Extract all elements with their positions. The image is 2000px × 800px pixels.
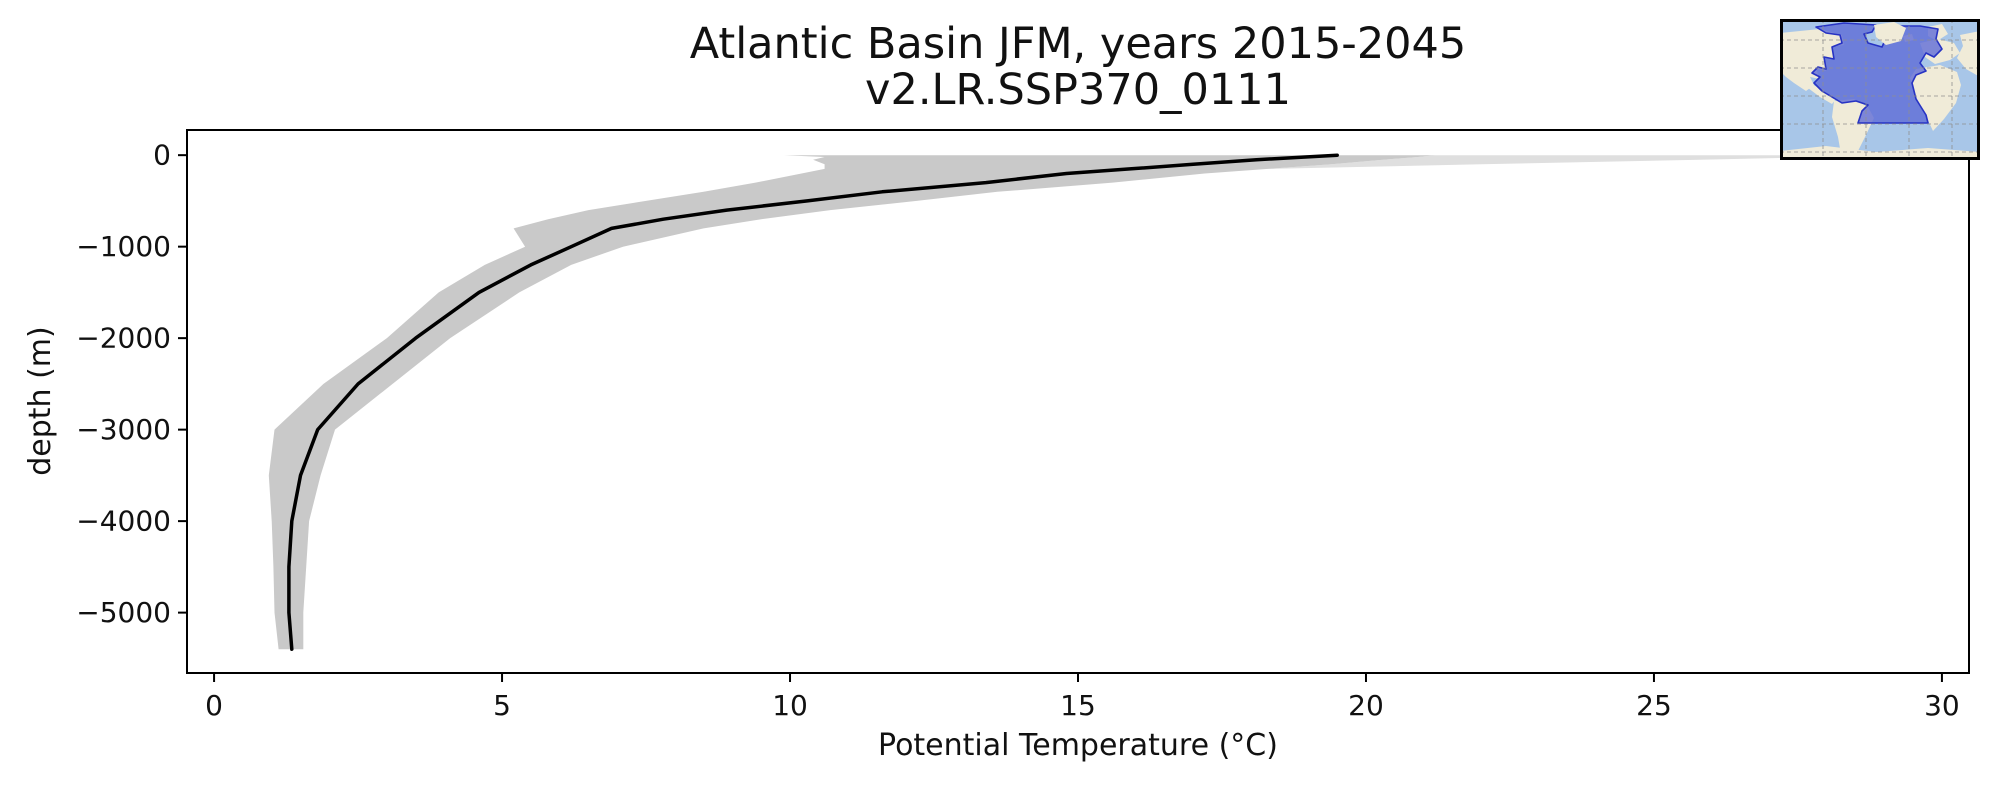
chart-title-line1: Atlantic Basin JFM, years 2015-2045 (690, 19, 1467, 69)
x-axis: 0 5 10 15 20 25 30 (205, 673, 1960, 722)
x-tick-label: 25 (1636, 689, 1672, 722)
land-north-america (1780, 29, 1844, 91)
y-tick-label: −2000 (76, 322, 171, 355)
land-greenland (1874, 22, 1906, 45)
y-tick-label: −5000 (76, 596, 171, 629)
inset-map (1780, 19, 1980, 160)
x-tick-label: 10 (772, 689, 808, 722)
y-tick-label: 0 (153, 139, 171, 172)
uncertainty-band-layer (268, 155, 1965, 650)
inset-map-frame (1780, 19, 1980, 160)
x-axis-label: Potential Temperature (°C) (878, 728, 1278, 763)
y-tick-label: −4000 (76, 505, 171, 538)
y-tick-label: −1000 (76, 230, 171, 263)
land-central-america (1808, 83, 1836, 104)
y-axis-label: depth (m) (23, 326, 58, 476)
surface-envelope-band (1268, 155, 1965, 169)
inset-map-gridlines (1780, 19, 1980, 160)
axes-spines (186, 129, 1970, 674)
x-tick-label: 0 (205, 689, 223, 722)
x-tick-label: 20 (1348, 689, 1384, 722)
land-antarctica (1780, 146, 1980, 160)
y-tick-label: −3000 (76, 413, 171, 446)
y-axis: 0 −1000 −2000 −3000 −4000 −5000 (76, 139, 187, 629)
land-asia (1957, 31, 1980, 77)
x-tick-label: 30 (1924, 689, 1960, 722)
x-tick-label: 15 (1060, 689, 1096, 722)
land-africa (1910, 65, 1961, 131)
profile-line-layer (287, 153, 1339, 651)
mean-profile-line (287, 153, 1339, 651)
x-tick-label: 5 (493, 689, 511, 722)
envelope-band (268, 155, 1436, 650)
chart-title-line2: v2.LR.SSP370_0111 (865, 65, 1291, 115)
